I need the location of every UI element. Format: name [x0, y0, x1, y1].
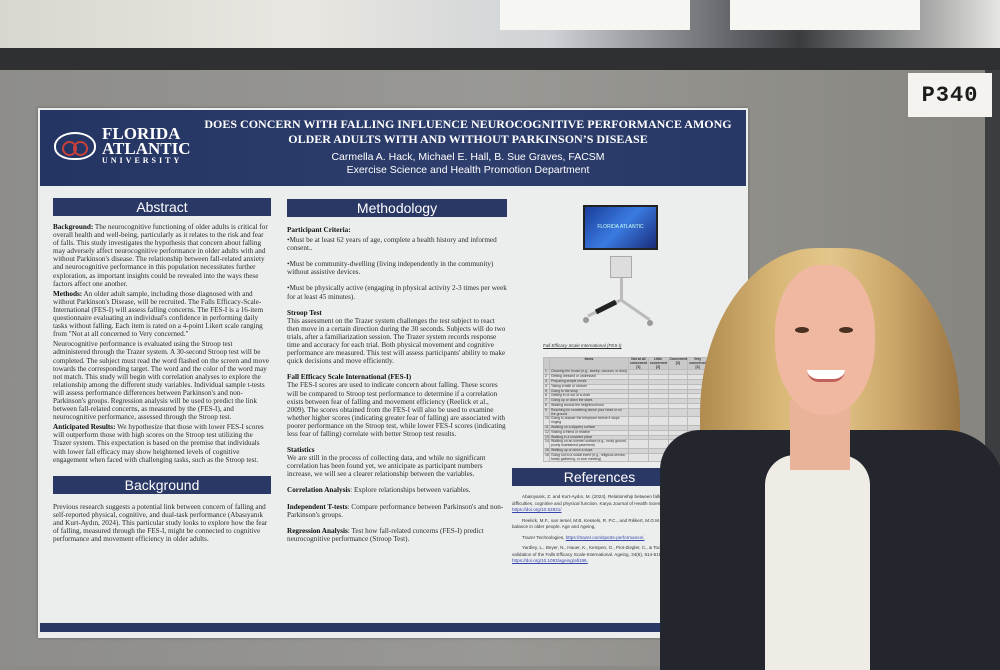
ceiling-light — [730, 0, 920, 30]
rating-cell — [647, 416, 669, 426]
table-header: Items — [549, 356, 629, 371]
trazer-device — [610, 256, 632, 278]
references-heading: References — [512, 468, 687, 487]
poster-number-sign: P340 — [908, 73, 992, 117]
label: Participant Criteria: — [287, 226, 351, 234]
label: Background: — [53, 223, 94, 231]
logo-text: FLORIDA — [102, 124, 181, 143]
fes-i-table: Items Not at all concerned [1] Little conc… — [543, 356, 708, 463]
rating-cell — [667, 407, 689, 418]
figure-caption: Fall Efficacy Scale International (FES-I… — [543, 343, 622, 348]
logo-text: ATLANTIC — [102, 139, 191, 158]
trazer-figure: FLORIDA ATLANTIC — [512, 203, 727, 343]
reference-item: Trazer Technologies, https://trazer.com/… — [512, 535, 727, 542]
label: Correlation Analysis — [287, 486, 351, 495]
table-row: 8 Walking around the neighbourhood — [543, 402, 708, 409]
criterion: •Must be physically active (engaging in … — [287, 284, 507, 301]
logo-text: UNIVERSITY — [102, 156, 183, 165]
eye — [795, 327, 809, 333]
reference-link[interactable]: https://doi.org/10.52831/ — [512, 507, 562, 513]
table-row: 2 Getting dressed or undressed — [543, 374, 708, 380]
table-header: Very concerned [4] — [687, 356, 708, 371]
stand-pole — [620, 278, 623, 300]
text: Neurocognitive performance is evaluated … — [53, 340, 270, 422]
label: Fall Efficacy Scale International (FES-I… — [287, 373, 412, 382]
poster-footer-bar — [40, 623, 746, 632]
references-list: Abasıyanık, Z. and Kurt-Aydın, M. (2024)… — [512, 494, 727, 569]
text: : Compare performance between Parkinson'… — [287, 502, 504, 519]
abstract-body: Background: The neurocognitive functioni… — [53, 223, 271, 466]
rating-cell — [628, 439, 649, 449]
background-heading: Background — [53, 475, 271, 494]
research-poster: FLORIDA ATLANTIC UNIVERSITY DOES CONCERN… — [38, 108, 748, 638]
reference-link[interactable]: https://doi.org/10.1093/ageing/afi196. — [512, 558, 588, 564]
background-body: Previous research suggests a potential l… — [53, 502, 268, 544]
rating-cell — [667, 416, 689, 426]
reference-text: Trazer Technologies, — [522, 534, 566, 540]
smile — [807, 370, 845, 382]
ceiling — [0, 0, 1000, 52]
reference-text: Abasıyanık, Z. and Kurt-Aydın, M. (2024)… — [512, 494, 718, 506]
label: Methods: — [53, 289, 83, 298]
text: This assessment on the Trazer system cha… — [287, 316, 506, 366]
left-column: Abstract Background: The neurocognitive … — [53, 198, 271, 543]
label: Stroop Test — [287, 308, 322, 317]
ceiling-beam — [0, 48, 1000, 70]
label: Independent T-tests — [287, 502, 348, 511]
label: Anticipated Results: — [53, 423, 116, 432]
header-text: DOES CONCERN WITH FALLING INFLUENCE NEUR… — [190, 117, 746, 177]
table-header: Concerned [3] — [667, 356, 689, 371]
table-header: Not at all concerned [1] — [628, 356, 649, 371]
presenter-face — [775, 265, 875, 415]
poster-header: FLORIDA ATLANTIC UNIVERSITY DOES CONCERN… — [40, 110, 746, 186]
text: We are still in the process of collectin… — [287, 454, 486, 479]
fau-logo: FLORIDA ATLANTIC UNIVERSITY — [54, 124, 191, 165]
authors: Carmella A. Hack, Michael E. Hall, B. Su… — [331, 151, 605, 163]
reference-link[interactable]: https://trazer.com/sports-performance/. — [565, 534, 645, 540]
rating-cell — [628, 416, 649, 426]
reference-item: Reelick, M.F., van Iersel, M.B. Kessels,… — [512, 518, 727, 531]
label: Statistics — [287, 446, 315, 455]
ceiling-light — [500, 0, 690, 30]
table-row: 1 Cleaning the house (e.g., sweep, vacuum… — [543, 369, 708, 376]
abstract-heading: Abstract — [53, 198, 271, 216]
presenter-shirt — [765, 455, 870, 670]
text: : Test how fall-related concerns (FES-I)… — [287, 526, 484, 543]
owl-icon — [54, 131, 96, 160]
trazer-screen-photo: FLORIDA ATLANTIC — [583, 205, 658, 250]
rating-cell — [647, 407, 669, 418]
poster-authors: Carmella A. Hack, Michael E. Hall, B. Su… — [190, 151, 746, 177]
right-column: FLORIDA ATLANTIC Fall Efficacy Scale Int… — [512, 203, 727, 569]
text: We hypothesize that those with lower FES… — [53, 423, 264, 464]
text: An older adult sample, including those d… — [53, 289, 264, 339]
department: Exercise Science and Health Promotion De… — [346, 164, 590, 176]
methodology-body: Participant Criteria: •Must be at least … — [287, 226, 507, 545]
item-label: Walking in a crowded place — [549, 434, 629, 441]
stand-base — [583, 298, 653, 326]
text: : Explore relationships between variable… — [350, 486, 471, 495]
rating-cell — [647, 439, 669, 449]
middle-column: Methodology Participant Criteria: •Must … — [287, 199, 507, 545]
eye — [839, 327, 853, 333]
criterion: •Must be community-dwelling (living inde… — [287, 260, 494, 277]
label: Regression Analysis — [287, 526, 348, 535]
table-header: Little concerned [2] — [647, 356, 669, 371]
text: The neurocognitive functioning of older … — [53, 223, 268, 288]
reference-item: Abasıyanık, Z. and Kurt-Aydın, M. (2024)… — [512, 494, 727, 514]
reference-text: Yardley, L., Beyer, N., Hauer, K., Kempe… — [512, 545, 714, 557]
rating-cell — [628, 452, 649, 463]
item-label: Walking around the neighbourhood — [549, 402, 629, 409]
poster-title: DOES CONCERN WITH FALLING INFLUENCE NEUR… — [204, 117, 732, 146]
text: The FES-I scores are used to indicate co… — [287, 381, 506, 438]
item-label: Going out to a social event (e.g., relig… — [549, 452, 629, 463]
rating-cell — [628, 407, 649, 418]
criterion: •Must be at least 62 years of age, compl… — [287, 236, 497, 253]
reference-item: Yardley, L., Beyer, N., Hauer, K., Kempe… — [512, 545, 727, 565]
methodology-heading: Methodology — [287, 199, 507, 217]
item-label: Walking up or down a slope — [549, 447, 629, 454]
reference-text: Reelick, M.F., van Iersel, M.B. Kessels,… — [512, 517, 717, 530]
